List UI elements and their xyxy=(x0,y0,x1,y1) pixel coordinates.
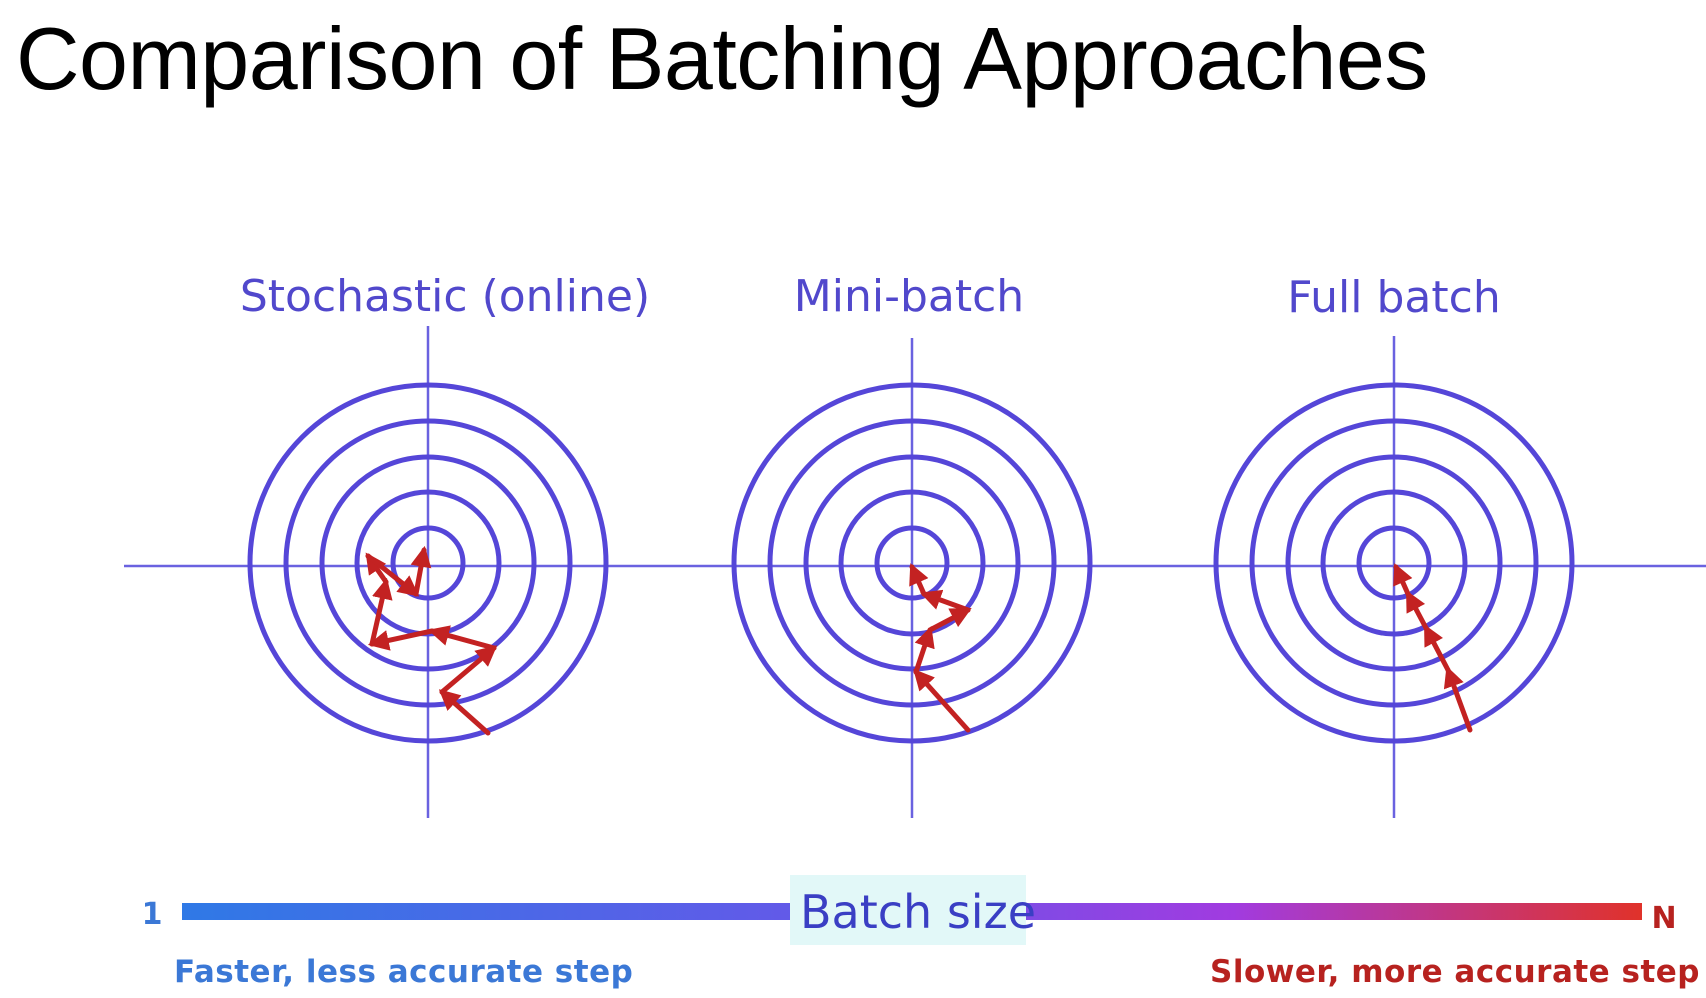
panel-title-minibatch: Mini-batch xyxy=(794,271,1024,322)
descent-path-minibatch xyxy=(909,563,972,733)
step-arrow xyxy=(927,607,972,633)
contour-ring xyxy=(803,454,1021,672)
contours-fullbatch xyxy=(1213,382,1575,744)
step-arrow xyxy=(410,545,432,597)
descent-path-stochastic xyxy=(365,545,498,736)
step-arrow xyxy=(1405,590,1429,631)
axis-end-label: N xyxy=(1651,901,1676,936)
step-arrow xyxy=(439,645,498,695)
contour-ring xyxy=(1285,454,1503,672)
contours-stochastic xyxy=(247,382,609,744)
contour-ring xyxy=(767,418,1057,708)
step-arrow xyxy=(365,553,420,597)
contour-ring xyxy=(874,525,950,601)
batch-size-label: Batch size xyxy=(800,885,1036,939)
slide-title: Comparison of Batching Approaches xyxy=(16,9,1428,108)
step-arrow xyxy=(913,668,971,733)
step-arrow xyxy=(909,563,929,597)
contour-ring xyxy=(319,454,537,672)
step-arrow xyxy=(369,577,393,647)
descent-path-fullbatch xyxy=(1393,563,1473,733)
batch-size-label-bg xyxy=(790,875,1026,945)
panel-fullbatch: Full batch xyxy=(1213,272,1575,818)
contour-ring xyxy=(1213,382,1575,744)
contour-ring xyxy=(1249,418,1539,708)
step-arrow xyxy=(1393,563,1413,597)
contour-ring xyxy=(1320,489,1468,637)
step-arrow xyxy=(1443,666,1473,733)
contour-ring xyxy=(838,489,986,637)
step-arrow xyxy=(438,689,491,736)
axis-start-label: 1 xyxy=(142,897,163,932)
contour-ring xyxy=(283,418,573,708)
contour-ring xyxy=(731,382,1093,744)
panel-minibatch: Mini-batch xyxy=(731,271,1093,818)
step-arrow xyxy=(1423,624,1451,673)
panel-title-stochastic: Stochastic (online) xyxy=(240,271,650,322)
contour-ring xyxy=(1356,525,1432,601)
contour-ring xyxy=(390,525,466,601)
contours-minibatch xyxy=(731,382,1093,744)
panel-stochastic: Stochastic (online) xyxy=(240,271,650,818)
contour-ring xyxy=(247,382,609,744)
batch-size-axis: 1 Batch size N Faster, less accurate ste… xyxy=(142,875,1700,990)
step-arrow xyxy=(427,625,497,651)
step-arrow xyxy=(367,628,435,651)
right-caption: Slower, more accurate step xyxy=(1210,954,1700,990)
step-arrow xyxy=(920,589,971,613)
step-arrow xyxy=(913,626,935,675)
panel-title-fullbatch: Full batch xyxy=(1287,272,1500,323)
left-caption: Faster, less accurate step xyxy=(174,954,633,990)
